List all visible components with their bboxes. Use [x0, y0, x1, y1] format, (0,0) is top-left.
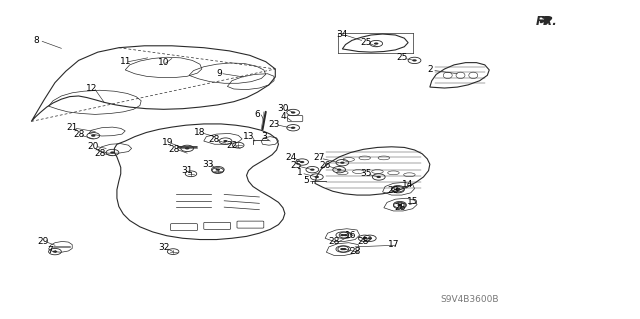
- Text: 8: 8: [33, 36, 38, 45]
- Text: 23: 23: [268, 120, 280, 129]
- Text: 13: 13: [243, 132, 254, 141]
- Text: 14: 14: [403, 180, 414, 189]
- Text: 29: 29: [37, 237, 49, 246]
- Text: 24: 24: [285, 153, 297, 162]
- Circle shape: [412, 59, 417, 62]
- Circle shape: [300, 161, 305, 163]
- Text: 18: 18: [194, 128, 205, 137]
- Text: 3: 3: [261, 132, 267, 141]
- Text: 31: 31: [181, 166, 193, 175]
- Circle shape: [223, 140, 228, 142]
- Circle shape: [343, 234, 348, 236]
- Text: 25: 25: [360, 38, 372, 47]
- Text: 28: 28: [169, 145, 180, 154]
- Text: 28: 28: [394, 203, 406, 212]
- Text: 28: 28: [208, 135, 220, 144]
- Text: 4: 4: [280, 112, 286, 121]
- Text: 28: 28: [349, 247, 361, 256]
- Circle shape: [110, 152, 115, 154]
- Circle shape: [340, 161, 344, 164]
- Text: 5: 5: [303, 176, 309, 185]
- Circle shape: [376, 176, 381, 178]
- Text: 25: 25: [290, 161, 301, 170]
- Text: FR.: FR.: [536, 15, 557, 28]
- Circle shape: [342, 248, 346, 250]
- Circle shape: [315, 176, 319, 178]
- Text: 22: 22: [227, 141, 237, 150]
- Text: 25: 25: [396, 53, 408, 62]
- Text: S9V4B3600B: S9V4B3600B: [441, 295, 499, 304]
- Text: 9: 9: [216, 69, 222, 78]
- Text: 19: 19: [163, 138, 174, 147]
- Text: 21: 21: [67, 123, 78, 132]
- Circle shape: [291, 111, 296, 114]
- Text: 17: 17: [388, 240, 399, 249]
- Text: 28: 28: [73, 130, 84, 139]
- Circle shape: [396, 189, 400, 191]
- Circle shape: [397, 204, 402, 207]
- Text: 28: 28: [358, 237, 369, 246]
- Circle shape: [91, 135, 95, 137]
- Circle shape: [396, 188, 400, 190]
- Circle shape: [340, 248, 344, 250]
- Text: 1: 1: [297, 168, 303, 177]
- Circle shape: [185, 147, 189, 150]
- Text: 26: 26: [319, 161, 331, 170]
- Circle shape: [216, 168, 220, 171]
- Text: 15: 15: [407, 197, 419, 206]
- Circle shape: [291, 127, 296, 129]
- Circle shape: [367, 237, 372, 239]
- Text: 10: 10: [158, 58, 170, 67]
- Text: 20: 20: [88, 142, 99, 151]
- Text: 27: 27: [313, 153, 324, 162]
- Circle shape: [397, 204, 402, 206]
- Circle shape: [52, 250, 57, 253]
- Text: 35: 35: [360, 169, 372, 178]
- Circle shape: [340, 234, 344, 236]
- Text: 28: 28: [388, 186, 399, 195]
- Circle shape: [310, 168, 315, 171]
- Text: 30: 30: [277, 104, 289, 113]
- Circle shape: [374, 42, 378, 45]
- Text: 33: 33: [202, 160, 214, 169]
- Text: 34: 34: [337, 31, 348, 40]
- Text: 2: 2: [427, 65, 433, 74]
- Text: 12: 12: [86, 85, 97, 93]
- Text: 32: 32: [158, 243, 169, 252]
- Text: 16: 16: [345, 231, 356, 240]
- Circle shape: [337, 168, 341, 171]
- Text: 28: 28: [94, 149, 106, 158]
- Text: 28: 28: [328, 237, 340, 246]
- Text: 7: 7: [47, 246, 53, 255]
- Circle shape: [362, 237, 367, 239]
- Text: 11: 11: [120, 56, 132, 65]
- Text: 6: 6: [255, 110, 260, 119]
